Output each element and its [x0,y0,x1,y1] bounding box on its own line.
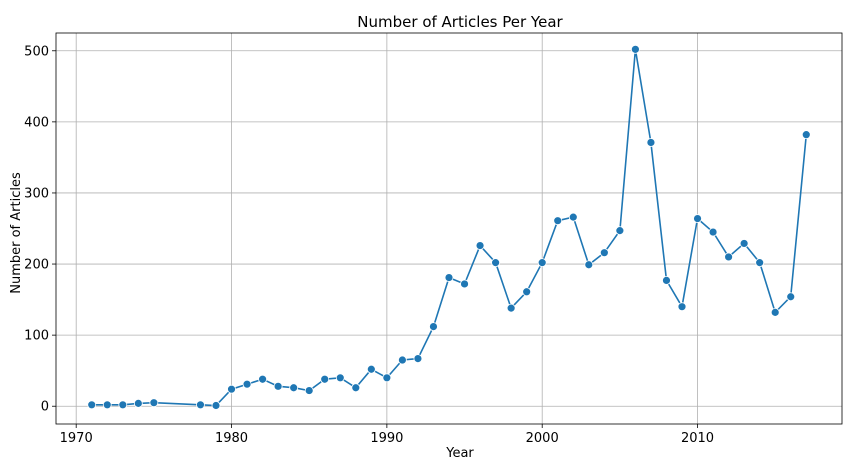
data-point [522,287,532,297]
series-line [91,49,808,407]
data-point [615,226,625,236]
data-point [289,383,299,393]
data-point [475,241,485,250]
grid [56,33,842,424]
data-point [304,386,314,395]
data-point [242,379,252,389]
data-point [677,302,687,312]
y-tick-label: 500 [24,44,49,59]
x-tick-label: 1970 [60,431,93,446]
data-point [87,400,97,410]
data-point [584,260,594,270]
data-point [739,239,749,248]
data-point [631,44,640,54]
x-tick-label: 1990 [370,431,403,446]
data-point [770,307,780,317]
data-point [506,303,516,313]
data-point [320,374,330,384]
data-point [133,398,143,408]
data-point [693,214,702,223]
data-point [662,275,671,285]
data-point [227,384,236,394]
data-point [460,279,469,289]
data-point [196,400,205,410]
data-points [87,44,811,410]
data-point [537,258,547,268]
chart-title: Number of Articles Per Year [357,13,563,31]
data-point [568,212,578,222]
x-tick-label: 1980 [215,431,248,446]
data-point [102,400,112,410]
data-point [708,227,718,237]
data-point [351,383,361,393]
y-tick-label: 300 [24,186,49,201]
data-point [786,292,796,302]
data-point [149,398,159,408]
x-tick-label: 2010 [681,431,714,446]
data-point [444,273,454,282]
data-point [397,355,407,365]
y-tick-label: 0 [41,400,49,415]
data-point [258,374,267,384]
data-point [801,130,811,140]
x-tick-label: 2000 [526,431,559,446]
data-point [382,373,392,383]
data-point [491,258,501,268]
data-point [553,216,563,226]
data-point [646,138,656,147]
data-point [273,381,283,391]
x-axis-label: Year [445,446,474,461]
data-point [724,252,734,262]
data-point [755,258,765,268]
data-point [429,322,438,332]
x-axis-ticks: 1970 1980 1990 2000 2010 [60,424,714,446]
data-point [335,373,345,383]
data-point [599,248,609,258]
y-axis-ticks: 0 100 200 300 400 500 [24,44,56,415]
y-tick-label: 400 [24,115,49,130]
y-tick-label: 100 [24,329,49,344]
y-tick-label: 200 [24,258,49,273]
y-axis-label: Number of Articles [9,172,24,294]
data-point [211,401,221,410]
plot-frame [55,32,843,425]
data-point [413,354,423,363]
data-point [366,364,376,374]
data-point [118,400,128,410]
